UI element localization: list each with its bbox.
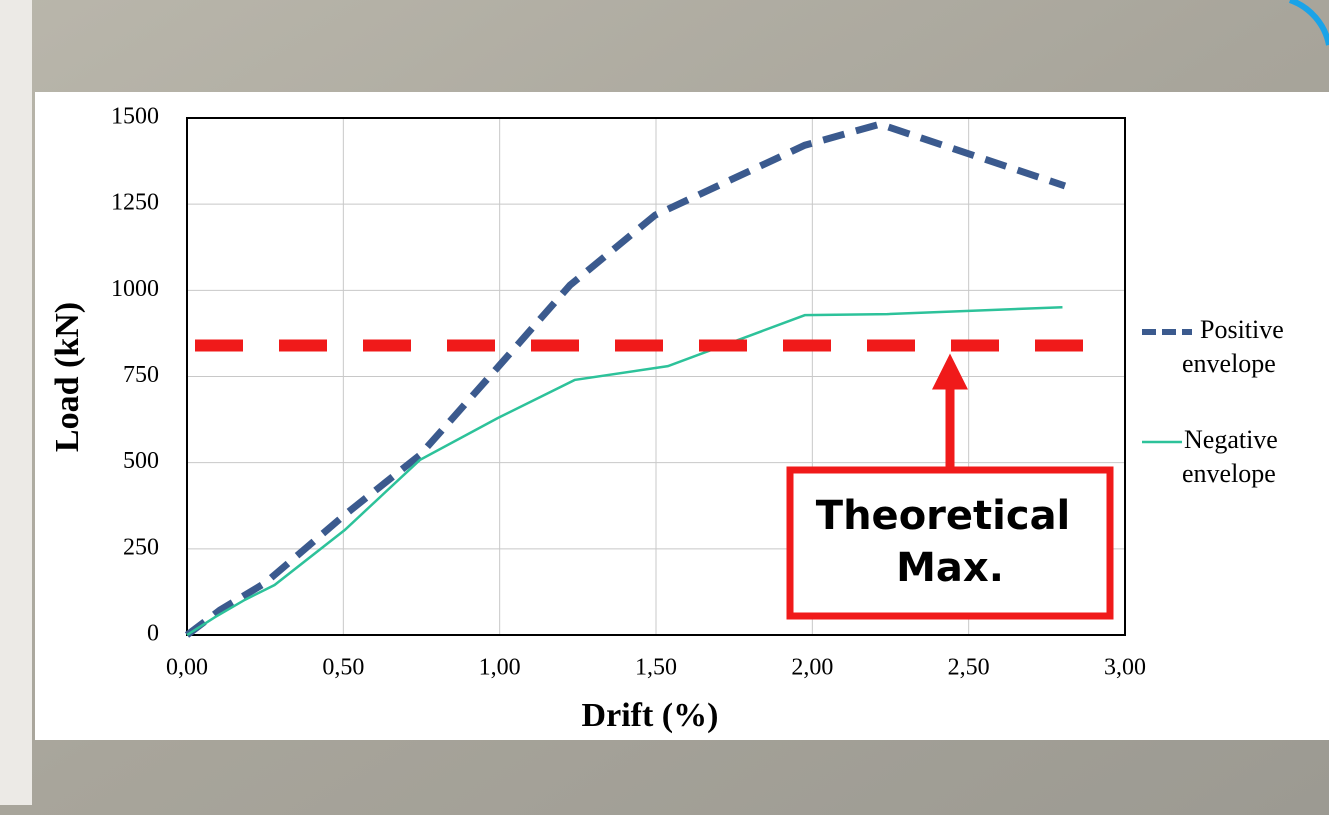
y-tick-label: 1000 — [111, 276, 159, 302]
legend-label: Negative envelope — [1182, 425, 1284, 488]
y-tick-label: 500 — [123, 448, 159, 474]
series-line — [186, 305, 1063, 637]
y-axis-label: Load (kN) — [49, 302, 86, 452]
annotation-arrow-head — [932, 353, 968, 390]
series-line — [184, 120, 1067, 638]
left-strip — [0, 0, 32, 805]
x-tick-label: 2,00 — [791, 655, 833, 681]
x-tick-label: 0,00 — [166, 655, 208, 681]
x-axis-label: Drift (%) — [582, 697, 719, 734]
y-tick-label: 1500 — [111, 104, 159, 130]
chart-panel — [35, 92, 1329, 740]
y-tick-label: 250 — [123, 534, 159, 560]
annotation-box — [786, 466, 1114, 620]
chart: 0 250 500 750 1000 1250 1500 0,00 0,50 1,00 1,50 2,… — [111, 104, 1290, 681]
y-tick-label: 0 — [147, 621, 159, 647]
x-tick-label: 0,50 — [322, 655, 364, 681]
x-tick-label: 2,50 — [948, 655, 990, 681]
x-tick-label: 1,50 — [635, 655, 677, 681]
y-tick-label: 750 — [123, 362, 159, 388]
y-tick-label: 1250 — [111, 190, 159, 216]
legend-label: Positive envelope — [1182, 315, 1290, 378]
x-tick-label: 3,00 — [1104, 655, 1146, 681]
annotation-label: Theoretical Max. — [816, 493, 1084, 591]
plot-border — [186, 117, 1126, 636]
x-tick-label: 1,00 — [479, 655, 521, 681]
corner-arc — [1288, 0, 1329, 46]
